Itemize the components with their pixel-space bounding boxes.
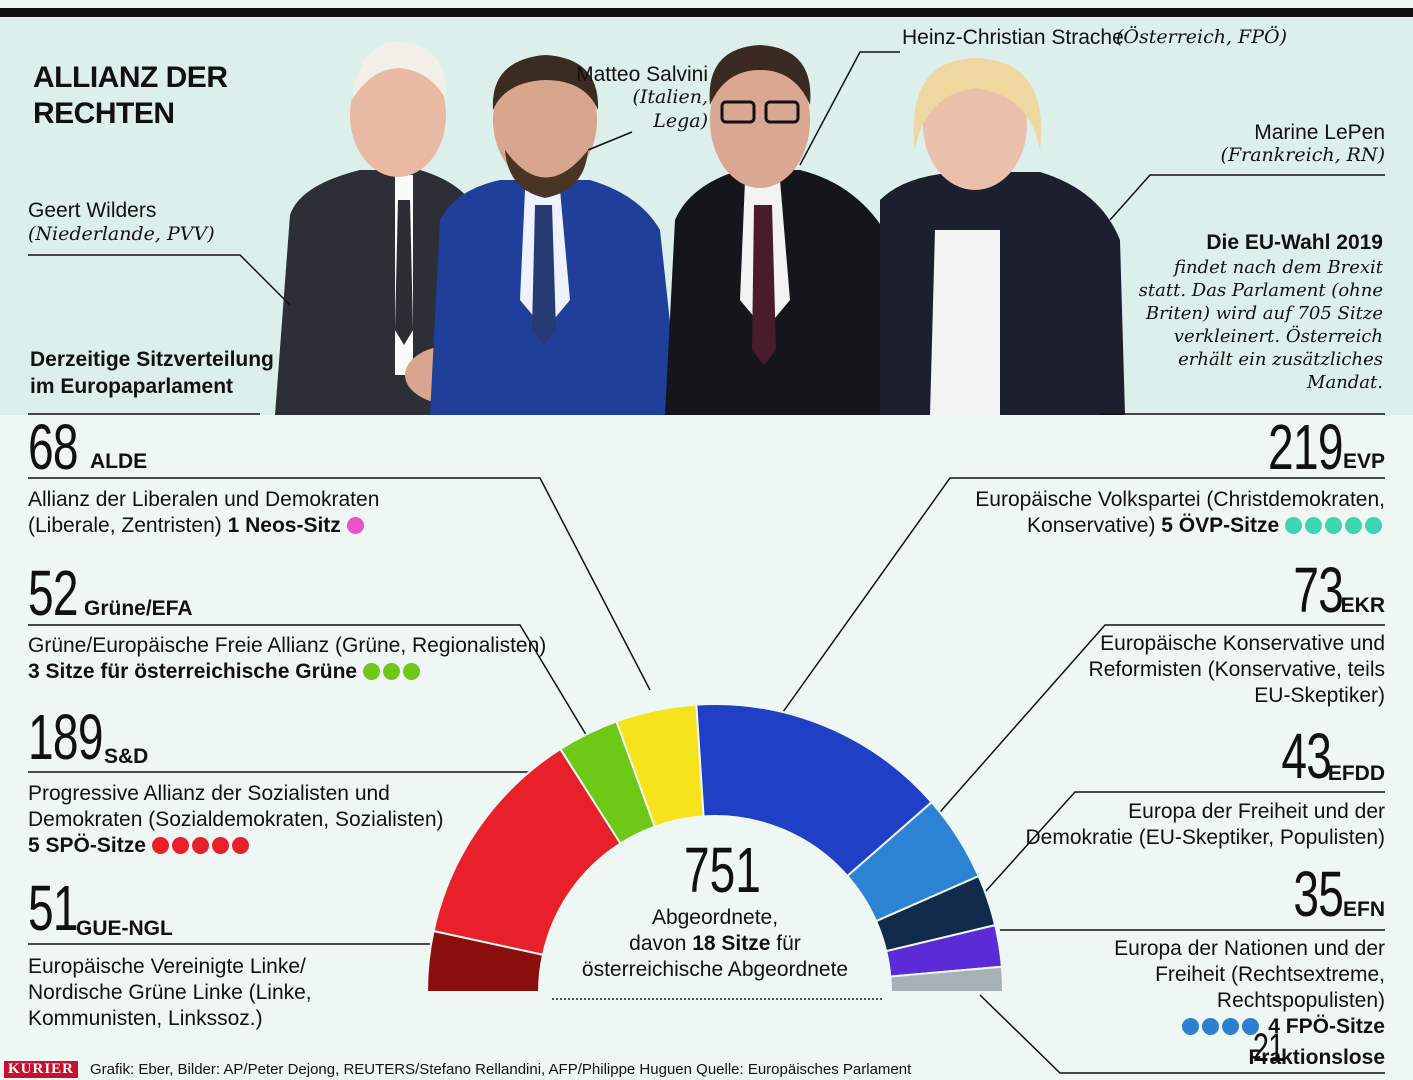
austria-seats-efn: 4 FPÖ-Sitze: [1268, 1015, 1385, 1038]
eu-election-note: Die EU-Wahl 2019 findet nach dem Brexit …: [1123, 230, 1383, 394]
eu-election-text: findet nach dem Brexit statt. Das Parlam…: [1138, 257, 1383, 393]
total-caption-line3: österreichische Abgeordnete: [581, 958, 849, 981]
seat-dot: [1285, 517, 1302, 534]
strache-figure: [665, 45, 905, 415]
group-desc-text-efn: Europa der Nationen und der Freiheit (Re…: [1114, 937, 1385, 1012]
person-note-strache: (Österreich, FPÖ): [1116, 26, 1288, 48]
leader-salvini: [587, 131, 633, 151]
austria-seats-evp: 5 ÖVP-Sitze: [1161, 514, 1280, 537]
leader-ekr: [939, 624, 1385, 813]
austria-seats-alde: 1 Neos-Sitz: [227, 514, 341, 537]
leader-evp: [782, 477, 1385, 713]
group-desc-ekr: Europäische Konservative und Reformisten…: [1088, 632, 1385, 707]
total-caption-post: für: [776, 932, 801, 955]
group-desc-text-evp: Europäische Volkspartei (Christdemokrate…: [975, 488, 1385, 537]
seat-dot: [151, 837, 169, 854]
arc-segment-fraktionslose: [889, 965, 1005, 993]
seat-count-efdd: 43: [1281, 720, 1332, 792]
kurier-logo: KURIER: [4, 1061, 79, 1078]
seat-dot: [1182, 1018, 1200, 1035]
group-desc-efdd: Europa der Freiheit und der Demokratie (…: [1025, 800, 1385, 849]
seat-dot: [1325, 517, 1342, 534]
austria-dots-sd: [151, 835, 252, 861]
seat-dot: [382, 663, 400, 680]
seat-dot: [1202, 1018, 1220, 1035]
person-name-wilders: Geert Wilders: [28, 199, 157, 222]
person-note-lepen: (Frankreich, RN): [1220, 144, 1385, 166]
leader-alde: [28, 477, 651, 691]
austria-dots-alde: [346, 515, 367, 541]
seat-count-ekr: 73: [1293, 554, 1344, 626]
austria-dots-gruene: [362, 661, 423, 687]
lepen-figure: [880, 58, 1125, 415]
total-caption-line1: Abgeordnete,: [651, 906, 779, 929]
eu-election-title: Die EU-Wahl 2019: [1206, 231, 1383, 254]
group-desc-evp: Europäische Volkspartei (Christdemokrate…: [965, 487, 1385, 541]
seat-dot: [211, 837, 229, 854]
seat-dot: [362, 663, 380, 680]
austria-seats-sd: 5 SPÖ-Sitze: [28, 834, 146, 857]
group-desc-efn: Europa der Nationen und der Freiheit (Re…: [1045, 936, 1385, 1042]
seat-count-gue: 51: [28, 872, 79, 944]
seat-dot: [1305, 517, 1322, 534]
seat-dot: [171, 837, 189, 854]
dotted-divider: [552, 998, 882, 1000]
group-abbr-alde: ALDE: [90, 450, 148, 473]
group-abbr-fraktionslose: Fraktionslose: [1248, 1046, 1385, 1069]
seat-dot: [191, 837, 209, 854]
salvini-figure: [430, 55, 680, 415]
group-abbr-efn: EFN: [1343, 898, 1385, 921]
group-abbr-gruene: Grüne/EFA: [84, 597, 193, 620]
group-desc-gue: Europäische Vereinigte Linke/ Nordische …: [28, 955, 312, 1030]
seat-distribution-heading: Derzeitige Sitzverteilung im Europaparla…: [30, 348, 274, 398]
person-note-wilders: (Niederlande, PVV): [28, 223, 215, 245]
group-desc-text-alde: Allianz der Liberalen und Demokraten (Li…: [28, 488, 380, 537]
group-desc-text-sd: Progressive Allianz der Sozialisten und …: [28, 782, 444, 831]
politicians-photo: [275, 41, 1125, 415]
total-seats: 751: [684, 834, 761, 906]
leader-wilders: [28, 254, 291, 306]
leader-lepen: [1109, 174, 1385, 221]
top-rule: [0, 8, 1413, 17]
austria-dots-evp: [1285, 515, 1385, 541]
total-seats-caption: Abgeordnete, davon 18 Sitze für österrei…: [560, 905, 870, 983]
austria-seats-gruene: 3 Sitze für österreichische Grüne: [28, 660, 358, 683]
person-note-salvini: (Italien, Lega): [632, 86, 708, 132]
group-abbr-efdd: EFDD: [1327, 762, 1385, 785]
group-abbr-ekr: EKR: [1340, 594, 1385, 617]
seat-count-gruene: 52: [28, 557, 79, 629]
person-name-salvini: Matteo Salvini: [576, 63, 708, 86]
seat-count-fraktionslose: 21: [1252, 1026, 1283, 1070]
group-desc-text-gruene: Grüne/Europäische Freie Allianz (Grüne, …: [28, 634, 547, 657]
person-name-lepen: Marine LePen: [1254, 121, 1385, 144]
seat-dot: [1242, 1018, 1260, 1035]
total-caption-pre: davon: [629, 932, 687, 955]
seat-dot: [346, 517, 364, 534]
seat-count-alde: 68: [28, 411, 79, 483]
leader-strache: [799, 51, 900, 166]
footer-credits: Grafik: Eber, Bilder: AP/Peter Dejong, R…: [90, 1061, 912, 1078]
group-abbr-evp: EVP: [1342, 450, 1385, 473]
leader-fraktionslose: [979, 994, 1385, 1074]
person-name-strache: Heinz-Christian Strache: [902, 26, 1124, 49]
group-abbr-gue: GUE-NGL: [76, 917, 173, 940]
seat-dot: [1365, 517, 1382, 534]
seat-dot: [402, 663, 420, 680]
group-desc-gruene: Grüne/Europäische Freie Allianz (Grüne, …: [28, 633, 548, 687]
austria-dots-efn: [1182, 1016, 1262, 1042]
seat-count-sd: 189: [28, 701, 103, 773]
group-desc-alde: Allianz der Liberalen und Demokraten (Li…: [28, 487, 448, 541]
leader-gruene: [28, 624, 589, 739]
total-caption-bold: 18 Sitze: [692, 932, 771, 955]
group-abbr-sd: S&D: [104, 745, 149, 768]
page-title: ALLIANZ DER RECHTEN: [33, 61, 228, 130]
seat-dot: [1222, 1018, 1240, 1035]
seat-dot: [231, 837, 249, 854]
seat-dot: [1345, 517, 1362, 534]
seat-count-evp: 219: [1268, 411, 1343, 483]
leader-efdd: [984, 791, 1385, 893]
seat-count-efn: 35: [1293, 858, 1344, 930]
group-desc-sd: Progressive Allianz der Sozialisten und …: [28, 781, 448, 861]
